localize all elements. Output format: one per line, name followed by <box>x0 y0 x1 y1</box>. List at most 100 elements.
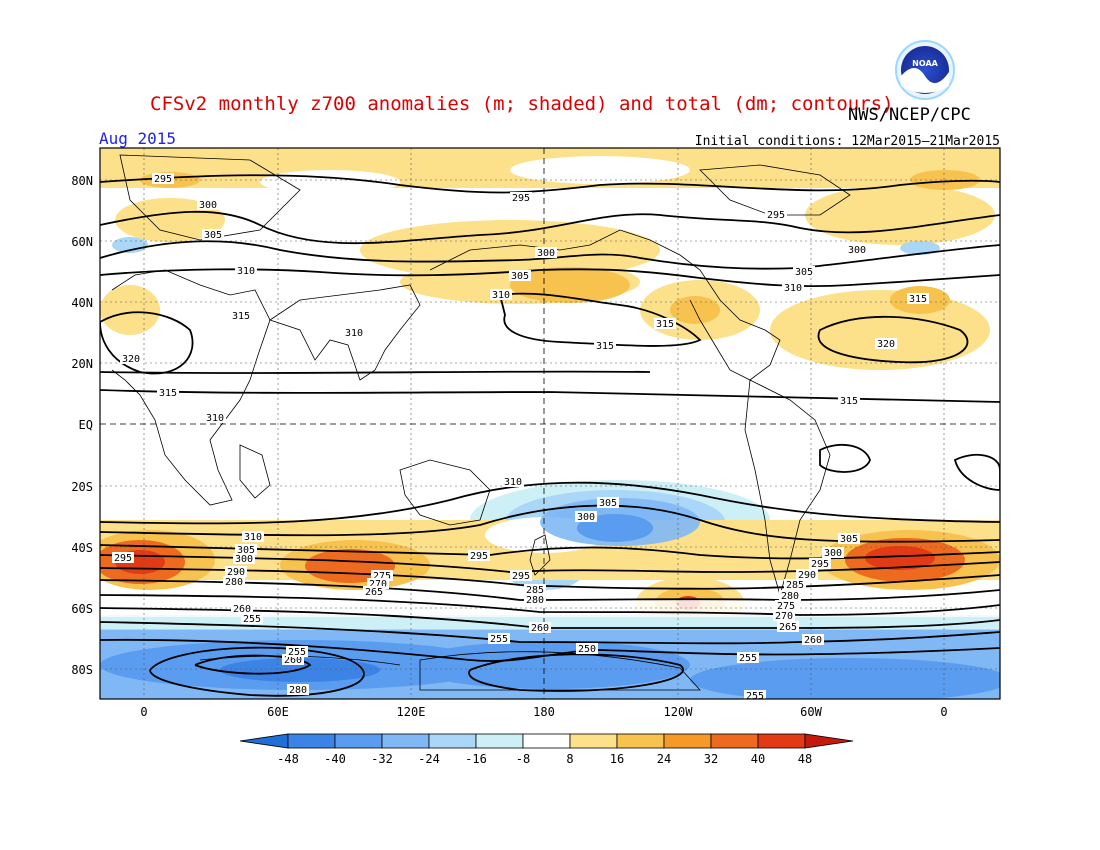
contour-label: 315 <box>157 387 179 399</box>
svg-text:315: 315 <box>232 311 250 322</box>
chart-title: CFSv2 monthly z700 anomalies (m; shaded)… <box>150 93 894 115</box>
svg-text:315: 315 <box>596 341 614 352</box>
svg-text:255: 255 <box>243 614 261 625</box>
svg-text:305: 305 <box>237 545 255 556</box>
colorbar-swatch <box>381 733 430 749</box>
colorbar-label: 8 <box>566 752 573 766</box>
lon-label: 60E <box>267 705 289 719</box>
svg-text:265: 265 <box>779 622 797 633</box>
contour-label: 260 <box>529 622 551 634</box>
lat-label: 60N <box>71 235 93 249</box>
svg-text:255: 255 <box>490 634 508 645</box>
latitude-labels: 80N 60N 40N 20N EQ 20S 40S 60S 80S <box>71 174 93 677</box>
noaa-logo: NOAA <box>895 40 955 100</box>
svg-text:305: 305 <box>840 534 858 545</box>
colorbar-swatch <box>239 733 289 749</box>
colorbar-label: -32 <box>371 752 393 766</box>
contour-label: 315 <box>230 310 252 322</box>
contour-label: 305 <box>202 229 224 241</box>
svg-text:260: 260 <box>531 623 549 634</box>
contour-label: 295 <box>809 558 831 570</box>
colorbar-swatch <box>428 733 477 749</box>
colorbar-swatch <box>663 733 712 749</box>
svg-text:320: 320 <box>122 354 140 365</box>
contour-label: 310 <box>502 476 524 488</box>
colorbar-swatch <box>334 733 383 749</box>
colorbar-label: 40 <box>751 752 765 766</box>
lat-label: 20N <box>71 357 93 371</box>
lat-label: 80S <box>71 663 93 677</box>
svg-text:300: 300 <box>199 200 217 211</box>
svg-text:270: 270 <box>369 579 387 590</box>
contour-label: 305 <box>793 266 815 278</box>
contour-label: 295 <box>152 173 174 185</box>
colorbar-label: 32 <box>704 752 718 766</box>
map-panel: 295 300 305 310 320 315 315 295 300 305 … <box>99 147 1001 702</box>
svg-text:285: 285 <box>786 580 804 591</box>
contour-label: 255 <box>488 633 510 645</box>
svg-text:290: 290 <box>798 570 816 581</box>
contour-label: 315 <box>594 340 616 352</box>
colorbar: -48 -40 -32 -24 -16 -8 8 16 24 32 40 48 <box>239 733 854 766</box>
colorbar-label: -40 <box>324 752 346 766</box>
svg-text:270: 270 <box>775 611 793 622</box>
svg-text:300: 300 <box>577 512 595 523</box>
svg-text:265: 265 <box>365 587 383 598</box>
svg-text:280: 280 <box>781 591 799 602</box>
contour-label: 300 <box>846 244 868 256</box>
contour-label <box>510 570 532 581</box>
contour-label: 300 <box>233 553 255 565</box>
contour-label: 310 <box>343 327 365 339</box>
lat-label: EQ <box>79 418 93 432</box>
svg-text:305: 305 <box>204 230 222 241</box>
noaa-logo-text: NOAA <box>912 59 938 68</box>
contour-label: 260 <box>282 654 304 666</box>
svg-text:305: 305 <box>795 267 813 278</box>
contour-label: 310 <box>242 531 264 543</box>
svg-text:255: 255 <box>746 691 764 702</box>
svg-text:310: 310 <box>237 266 255 277</box>
contour-label: 305 <box>509 270 531 282</box>
svg-text:300: 300 <box>537 248 555 259</box>
contour-label: 280 <box>223 576 245 588</box>
svg-text:305: 305 <box>599 498 617 509</box>
contour-label: 285 <box>524 584 546 596</box>
svg-text:310: 310 <box>244 532 262 543</box>
svg-text:310: 310 <box>206 413 224 424</box>
longitude-labels: 0 60E 120E 180 120W 60W 0 <box>140 705 947 719</box>
contour-label: 290 <box>225 566 247 578</box>
contour-label: 300 <box>535 247 557 259</box>
contour-label: 295 <box>765 209 787 221</box>
svg-text:280: 280 <box>225 577 243 588</box>
initial-conditions-label: Initial conditions: 12Mar2015–21Mar2015 <box>695 134 1000 149</box>
svg-text:315: 315 <box>159 388 177 399</box>
contour-label: 305 <box>235 544 257 556</box>
contour-label: 300 <box>197 199 219 211</box>
contour-label: 285 <box>784 579 806 591</box>
contour-label: 255 <box>737 652 759 664</box>
svg-text:290: 290 <box>227 567 245 578</box>
lat-label: 40N <box>71 296 93 310</box>
contour-label: 295 <box>510 192 532 204</box>
svg-text:295: 295 <box>470 551 488 562</box>
colorbar-label: 48 <box>798 752 812 766</box>
contour-label: 310 <box>782 282 804 294</box>
svg-text:285: 285 <box>526 585 544 596</box>
contour-label: 265 <box>777 621 799 633</box>
colorbar-swatch <box>569 733 618 749</box>
svg-text:295: 295 <box>154 174 172 185</box>
map-frame <box>99 147 1001 700</box>
contour-label: 255 <box>241 613 263 625</box>
contour-label: 290 <box>796 569 818 581</box>
contour-label: 315 <box>907 293 929 305</box>
svg-text:310: 310 <box>345 328 363 339</box>
contour-label: 280 <box>779 590 801 602</box>
contour-label: 320 <box>120 353 142 365</box>
contour-label: 270 <box>773 610 795 622</box>
svg-text:315: 315 <box>656 319 674 330</box>
colorbar-label: -24 <box>418 752 440 766</box>
svg-text:295: 295 <box>811 559 829 570</box>
svg-text:310: 310 <box>784 283 802 294</box>
svg-text:295: 295 <box>114 553 132 564</box>
contour-label: 310 <box>204 412 226 424</box>
